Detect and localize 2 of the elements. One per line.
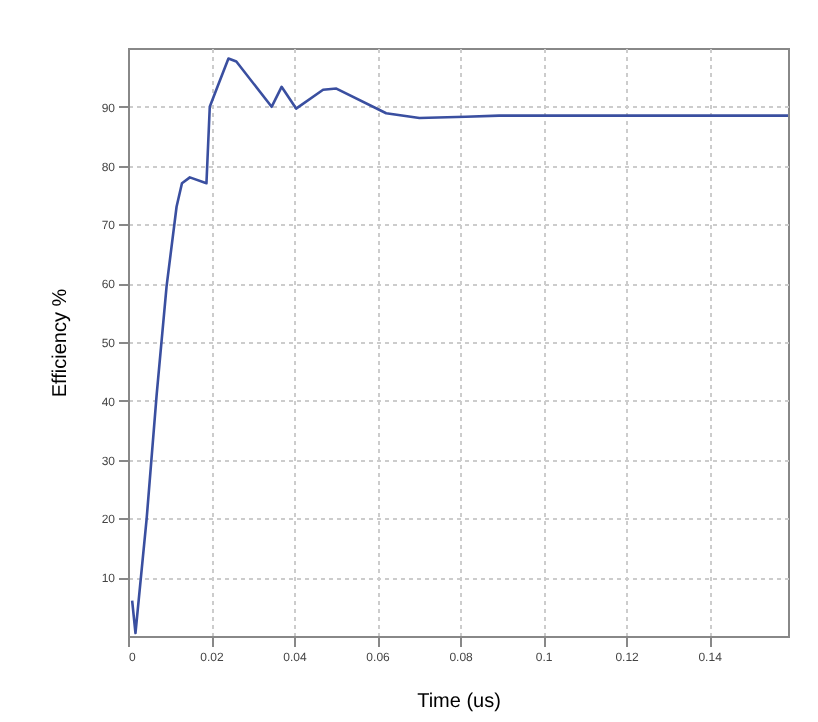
x-axis-title: Time (us) [417, 691, 501, 713]
y-axis-title: Efficiency % [49, 288, 72, 398]
